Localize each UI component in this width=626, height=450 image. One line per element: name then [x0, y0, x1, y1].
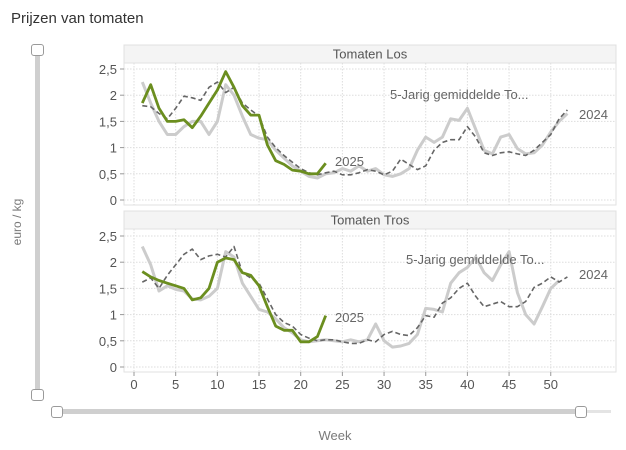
- series-label-2024: 2024: [579, 107, 608, 122]
- x-tick-label: 45: [502, 377, 516, 392]
- y-tick-label: 0,5: [99, 167, 117, 182]
- series-label-5yr-avg: 5-Jarig gemiddelde To...: [390, 87, 529, 102]
- y-tick-label: 2,5: [99, 62, 117, 77]
- y-tick-label: 2,5: [99, 229, 117, 244]
- series-2024-line: [140, 81, 569, 180]
- y-tick-label: 1,5: [99, 114, 117, 129]
- x-range-slider-rest: [581, 410, 611, 413]
- y-tick-label: 0: [110, 360, 117, 375]
- panel-1: Tomaten Tros 0 0,5 1 1,5 2 2,5 2024 5-Jarig gemi…: [99, 210, 617, 375]
- series-2025-line: [141, 256, 328, 344]
- series-5yr-avg-line: [141, 245, 568, 345]
- y-tick-label: 0,5: [99, 334, 117, 349]
- x-range-slider[interactable]: [57, 409, 581, 414]
- panel-title: Tomaten Los: [333, 47, 408, 62]
- y-range-slider-top-handle[interactable]: [31, 44, 44, 56]
- x-tick-label: 20: [293, 377, 307, 392]
- panel-0: Tomaten Los 0 0,5 1 1,5 2 2,5 2024 5-Jarig gemid…: [99, 44, 617, 208]
- series-label-5yr-avg: 5-Jarig gemiddelde To...: [406, 252, 545, 267]
- plot-area: [123, 62, 617, 206]
- y-tick-label: 1: [110, 141, 117, 156]
- x-tick-label: 0: [130, 377, 137, 392]
- panel-title: Tomaten Tros: [331, 213, 410, 228]
- x-range-slider-left-handle[interactable]: [51, 406, 63, 418]
- series-label-2024: 2024: [579, 267, 608, 282]
- y-range-slider[interactable]: [35, 50, 40, 394]
- page-title: Prijzen van tomaten: [11, 10, 144, 27]
- x-tick-label: 10: [210, 377, 224, 392]
- y-tick-label: 1: [110, 308, 117, 323]
- x-tick-label: 30: [377, 377, 391, 392]
- y-tick-label: 2: [110, 255, 117, 270]
- x-tick-label: 5: [172, 377, 179, 392]
- series-label-2025: 2025: [335, 310, 364, 325]
- y-tick-label: 1,5: [99, 281, 117, 296]
- x-tick-label: 25: [335, 377, 349, 392]
- series-2024-line: [140, 245, 561, 349]
- x-tick-label: 35: [418, 377, 432, 392]
- series-label-2025: 2025: [335, 154, 364, 169]
- y-tick-label: 0: [110, 193, 117, 208]
- y-range-slider-bottom-handle[interactable]: [31, 389, 44, 401]
- x-tick-label: 50: [544, 377, 558, 392]
- y-tick-label: 2: [110, 88, 117, 103]
- series-5yr-avg-line: [142, 81, 568, 176]
- x-axis-label: Week: [318, 428, 352, 443]
- plot-area: [123, 228, 617, 373]
- x-tick-label: 40: [460, 377, 474, 392]
- x-range-slider-right-handle[interactable]: [575, 406, 587, 418]
- series-2025-line: [141, 70, 327, 176]
- x-tick-label: 15: [252, 377, 266, 392]
